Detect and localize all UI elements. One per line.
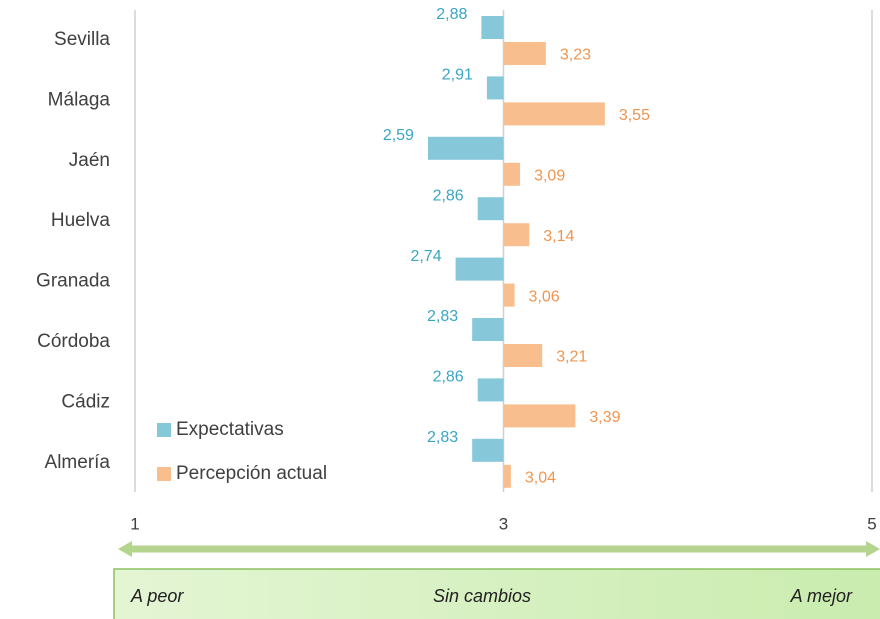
- bar: [486, 76, 504, 100]
- y-tick-label: Granada: [36, 271, 110, 292]
- bar: [503, 162, 521, 186]
- y-tick-label: Sevilla: [54, 29, 110, 50]
- bar: [503, 464, 511, 488]
- bar: [477, 197, 504, 221]
- annotation: Sin cambios: [433, 586, 531, 606]
- bar: [503, 344, 543, 367]
- data-label: 2,86: [433, 187, 464, 204]
- data-label: 2,59: [383, 127, 414, 144]
- y-tick-label: Jaén: [69, 150, 110, 171]
- bar: [503, 102, 605, 126]
- data-label: 2,91: [442, 67, 473, 84]
- data-label: 2,83: [427, 308, 458, 325]
- data-label: 2,86: [433, 369, 464, 386]
- legend-label: Expectativas: [176, 419, 284, 440]
- data-label: 3,14: [543, 228, 574, 245]
- bar: [472, 438, 504, 462]
- legend-swatch: [157, 423, 171, 437]
- data-label: 3,04: [525, 470, 556, 487]
- x-tick-label: 5: [867, 514, 876, 533]
- data-label: 3,09: [534, 168, 565, 185]
- data-label: 3,55: [619, 107, 650, 124]
- annotation: A mejor: [790, 586, 853, 606]
- bar: [427, 136, 504, 160]
- y-tick-label: Almería: [45, 452, 111, 473]
- bar: [455, 257, 504, 281]
- scale-box: [113, 568, 880, 619]
- bar: [477, 378, 504, 402]
- data-label: 3,23: [560, 47, 591, 64]
- legend-swatch: [157, 467, 171, 481]
- bar: [503, 42, 546, 65]
- bar: [503, 223, 530, 247]
- y-tick-label: Málaga: [48, 89, 111, 110]
- bar: [472, 318, 504, 341]
- bar: [503, 404, 576, 428]
- data-label: 2,88: [436, 6, 467, 23]
- annotation: A peor: [130, 586, 184, 606]
- data-label: 2,74: [410, 248, 441, 265]
- data-label: 2,83: [427, 429, 458, 446]
- data-label: 3,06: [529, 288, 560, 305]
- bar: [503, 283, 515, 307]
- data-label: 3,21: [556, 349, 587, 366]
- scale-arrow: [118, 541, 880, 557]
- x-tick-label: 1: [130, 514, 139, 533]
- data-label: 3,39: [589, 409, 620, 426]
- y-tick-label: Cádiz: [61, 391, 110, 412]
- y-tick-label: Huelva: [51, 210, 111, 231]
- x-tick-label: 3: [499, 514, 508, 533]
- legend-label: Percepción actual: [176, 463, 327, 484]
- bar: [481, 16, 504, 39]
- y-tick-label: Córdoba: [37, 331, 110, 352]
